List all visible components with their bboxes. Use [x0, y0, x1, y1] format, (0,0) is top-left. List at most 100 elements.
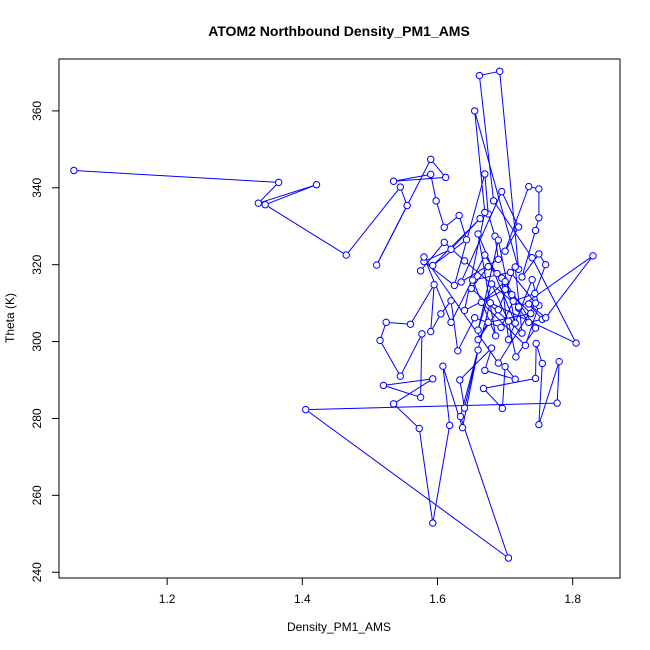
series-line-segment	[507, 321, 517, 358]
data-point	[525, 300, 533, 308]
data-point	[460, 257, 469, 265]
data-point	[416, 267, 425, 275]
y-tick-label: 240	[30, 562, 44, 582]
series-line-segment	[430, 174, 437, 201]
series-line-segment	[534, 264, 547, 294]
series-line-segment	[514, 266, 523, 334]
series-line-segment	[305, 409, 509, 559]
data-point	[481, 208, 489, 217]
data-point	[535, 250, 543, 258]
data-point	[481, 251, 489, 259]
data-point	[514, 303, 523, 311]
data-point	[511, 263, 519, 271]
series-line-segment	[432, 425, 451, 524]
data-point	[481, 366, 489, 375]
data-point	[498, 187, 506, 196]
data-point	[437, 310, 445, 318]
data-point	[440, 223, 448, 232]
series-line-segment	[491, 283, 509, 322]
data-point	[454, 347, 462, 355]
data-point	[486, 299, 494, 307]
series-line-segment	[538, 363, 543, 425]
y-tick-label: 260	[30, 485, 44, 505]
data-point	[445, 421, 454, 430]
series-line-segment	[258, 182, 280, 204]
data-point	[532, 339, 540, 348]
data-point	[470, 107, 479, 115]
y-tick-label: 360	[30, 101, 44, 121]
data-point	[254, 199, 263, 207]
data-point	[528, 275, 536, 284]
series-line-segment	[393, 173, 431, 182]
x-tick-label: 1.4	[294, 592, 311, 606]
series-line-segment	[264, 184, 317, 206]
series-line-segment	[531, 257, 577, 344]
series-line-segment	[477, 233, 497, 336]
data-point	[420, 253, 428, 261]
series-line-segment	[450, 218, 481, 250]
series-line-segment	[393, 176, 446, 182]
series-line-segment	[430, 159, 447, 178]
data-point	[274, 178, 283, 187]
series-line-segment	[472, 271, 511, 281]
data-point	[261, 201, 269, 209]
data-point	[504, 335, 513, 344]
series-line-segment	[383, 378, 433, 386]
series-line-segment	[460, 416, 509, 559]
y-tick-label: 300	[30, 331, 44, 351]
data-point	[389, 177, 398, 185]
data-point	[504, 317, 513, 325]
data-point	[504, 554, 513, 562]
data-point	[468, 276, 477, 284]
data-point	[538, 359, 546, 368]
data-point	[541, 260, 550, 269]
series-line-segment	[477, 233, 516, 324]
data-point	[427, 170, 435, 179]
data-point	[415, 424, 423, 433]
series-line-segment	[420, 242, 445, 272]
data-point	[439, 362, 447, 370]
data-point	[498, 404, 507, 413]
data-point	[494, 255, 503, 263]
chart-title: ATOM2 Northbound Density_PM1_AMS	[208, 23, 470, 39]
data-point	[470, 314, 479, 322]
data-point	[389, 400, 398, 408]
data-point	[376, 336, 384, 345]
data-point	[447, 318, 455, 327]
data-point	[432, 197, 440, 205]
data-point	[379, 381, 388, 390]
data-point	[474, 346, 482, 354]
series-line-segment	[383, 384, 421, 398]
data-point	[440, 238, 448, 247]
x-axis: 1.2 1.4 1.6 1.8	[159, 578, 581, 606]
data-point	[531, 374, 540, 383]
series-line-segment	[418, 428, 434, 524]
data-point	[396, 183, 405, 191]
data-point	[531, 226, 540, 235]
data-point	[535, 420, 543, 429]
series-line-segment	[481, 301, 526, 346]
data-point	[495, 67, 504, 76]
data-point	[511, 375, 519, 383]
series-line-segment	[499, 71, 520, 270]
y-tick-label: 340	[30, 177, 44, 197]
series-line-segment	[399, 333, 423, 377]
series-line-segment	[443, 242, 465, 262]
data-point	[494, 359, 503, 367]
y-axis: 240 260 280 300 320 340 360	[30, 101, 59, 582]
data-point	[531, 299, 540, 307]
data-point	[430, 280, 438, 289]
x-tick-label: 1.6	[429, 592, 446, 606]
data-point	[494, 236, 503, 244]
series-line-segment	[483, 377, 536, 389]
x-tick-label: 1.2	[159, 592, 176, 606]
data-point	[416, 393, 425, 402]
data-point	[467, 284, 476, 293]
series-line-segment	[345, 186, 401, 256]
x-axis-label: Density_PM1_AMS	[287, 620, 391, 634]
data-point	[372, 261, 381, 269]
data-series	[70, 67, 597, 562]
data-point	[497, 323, 505, 332]
series-line-segment	[379, 340, 401, 377]
series-line-segment	[484, 369, 516, 380]
